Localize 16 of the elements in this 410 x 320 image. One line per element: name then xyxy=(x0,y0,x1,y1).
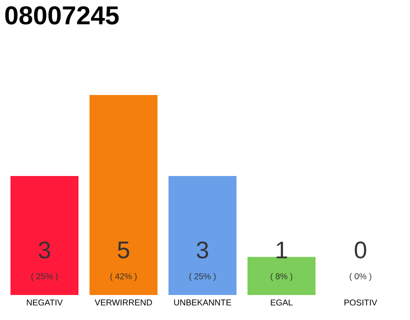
data-label: ( 8% ) xyxy=(270,273,292,281)
annotation: 5 xyxy=(118,242,130,258)
x-tick-label: VERWIRREND xyxy=(94,300,152,306)
data-label: ( 25% ) xyxy=(31,273,58,281)
data-label: ( 42% ) xyxy=(110,273,137,281)
data-label: ( 0% ) xyxy=(350,273,372,281)
annotation: 0 xyxy=(354,242,366,258)
x-tick-label: EGAL xyxy=(270,300,293,306)
x-tick-label: POSITIV xyxy=(344,300,378,306)
x-tick-label: NEGATIV xyxy=(26,300,63,306)
x-tick-label: UNBEKANNTE xyxy=(174,300,232,306)
annotation: 1 xyxy=(276,242,287,258)
annotation: 3 xyxy=(38,242,50,258)
annotation: 3 xyxy=(196,242,208,258)
chart-title: 08007245 xyxy=(5,6,119,25)
data-label: ( 25% ) xyxy=(189,273,216,281)
